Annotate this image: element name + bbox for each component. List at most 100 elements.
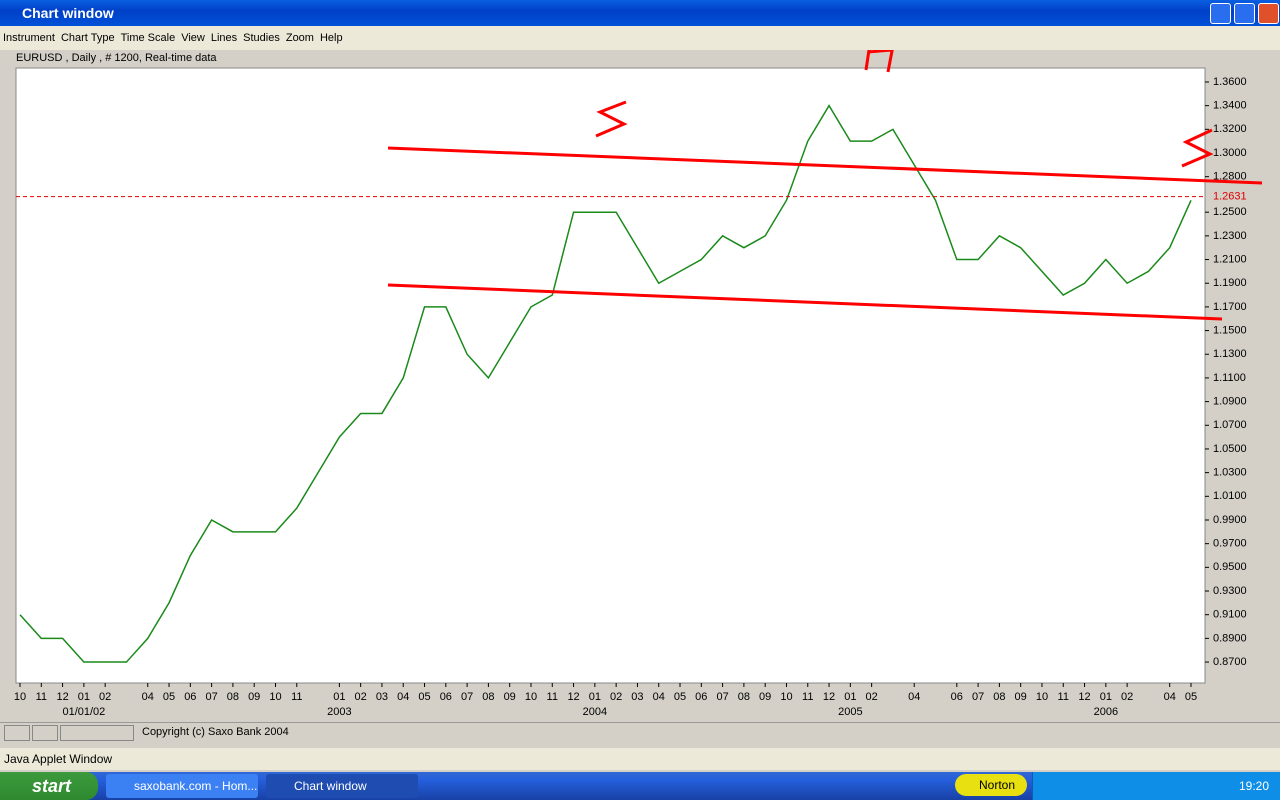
y-tick-label: 0.9700 — [1213, 538, 1247, 550]
taskbar: start saxobank.com - Hom... Chart window … — [0, 772, 1280, 800]
y-tick-label: 1.0300 — [1213, 467, 1247, 479]
x-tick-label: 10 — [525, 691, 537, 703]
x-tick-label: 09 — [248, 691, 260, 703]
x-tick-label: 12 — [823, 691, 835, 703]
y-tick-label: 1.1500 — [1213, 324, 1247, 336]
y-tick-label: 1.1900 — [1213, 277, 1247, 289]
plot-area — [15, 67, 1206, 684]
y-tick-label: 0.9300 — [1213, 585, 1247, 597]
tool-button[interactable] — [32, 725, 58, 741]
x-tick-label: 10 — [269, 691, 281, 703]
x-tick-label: 06 — [440, 691, 452, 703]
trend-line — [387, 146, 1263, 185]
title-bar: Chart window — [0, 0, 1280, 26]
menu-item[interactable]: Instrument — [3, 32, 55, 44]
x-tick-label: 11 — [1058, 691, 1069, 703]
x-tick-label: 08 — [482, 691, 494, 703]
x-group-label: 2005 — [838, 706, 862, 718]
menu-item[interactable]: View — [181, 32, 205, 44]
shoulder-mark — [595, 100, 628, 138]
x-group-label: 2003 — [327, 706, 351, 718]
x-tick-label: 01 — [589, 691, 601, 703]
x-tick-label: 12 — [56, 691, 68, 703]
x-tick-label: 12 — [567, 691, 579, 703]
tool-button[interactable] — [4, 725, 30, 741]
x-tick-label: 06 — [695, 691, 707, 703]
x-tick-label: 10 — [780, 691, 792, 703]
menu-item[interactable]: Studies — [243, 32, 280, 44]
task-button[interactable]: saxobank.com - Hom... — [106, 774, 258, 798]
y-tick-label: 1.0500 — [1213, 443, 1247, 455]
x-tick-label: 01 — [1100, 691, 1112, 703]
x-tick-label: 11 — [36, 691, 47, 703]
x-tick-label: 04 — [142, 691, 154, 703]
x-tick-label: 04 — [653, 691, 665, 703]
x-tick-label: 02 — [610, 691, 622, 703]
y-tick-label: 0.9500 — [1213, 561, 1247, 573]
x-tick-label: 07 — [461, 691, 473, 703]
y-tick-label: 1.1300 — [1213, 348, 1247, 360]
x-tick-label: 05 — [418, 691, 430, 703]
status-text: Java Applet Window — [4, 752, 113, 766]
head-mark — [864, 50, 894, 73]
close-button[interactable] — [1258, 3, 1279, 24]
x-tick-label: 02 — [355, 691, 367, 703]
x-tick-label: 05 — [674, 691, 686, 703]
x-tick-label: 07 — [972, 691, 984, 703]
x-tick-label: 05 — [163, 691, 175, 703]
x-group-label: 01/01/02 — [62, 706, 105, 718]
x-tick-label: 06 — [951, 691, 963, 703]
chart: 0.8700 0.8900 0.9100 0.9300 0.9500 0.9700 0.99… — [14, 50, 1263, 718]
x-tick-label: 09 — [504, 691, 516, 703]
x-tick-label: 12 — [1078, 691, 1090, 703]
y-tick-label: 1.2100 — [1213, 253, 1247, 265]
x-tick-label: 04 — [908, 691, 920, 703]
x-tick-label: 02 — [1121, 691, 1133, 703]
x-tick-label: 04 — [1164, 691, 1176, 703]
scrollbar[interactable] — [60, 725, 134, 741]
menu-item[interactable]: Time Scale — [120, 32, 176, 44]
task-button[interactable]: Chart window — [266, 774, 418, 798]
minimize-button[interactable] — [1210, 3, 1231, 24]
copyright: Copyright (c) Saxo Bank 2004 — [142, 726, 289, 738]
x-tick-label: 03 — [631, 691, 643, 703]
trend-line — [387, 283, 1223, 321]
maximize-button[interactable] — [1234, 3, 1255, 24]
y-tick-label: 0.8900 — [1213, 632, 1247, 644]
scroll-strip: Copyright (c) Saxo Bank 2004 — [0, 722, 1280, 743]
y-tick-label: 1.2800 — [1213, 171, 1247, 183]
x-tick-label: 01 — [844, 691, 856, 703]
x-tick-label: 05 — [1185, 691, 1197, 703]
x-group-label: 2006 — [1094, 706, 1118, 718]
x-tick-label: 04 — [397, 691, 409, 703]
y-tick-label: 1.1100 — [1213, 372, 1246, 384]
x-tick-label: 03 — [376, 691, 388, 703]
x-tick-label: 01 — [78, 691, 90, 703]
menu-item[interactable]: Lines — [210, 32, 238, 44]
y-tick-label: 0.9100 — [1213, 609, 1247, 621]
x-tick-label: 09 — [1015, 691, 1027, 703]
y-tick-label: 1.0900 — [1213, 396, 1247, 408]
menu-item[interactable]: Zoom — [285, 32, 314, 44]
y-tick-label: 1.3000 — [1213, 147, 1247, 159]
clock: 19:20 — [1239, 779, 1270, 793]
x-tick-label: 02 — [99, 691, 111, 703]
norton-button[interactable]: Norton — [955, 774, 1027, 796]
y-tick-label: 1.1700 — [1213, 301, 1247, 313]
x-tick-label: 01 — [333, 691, 345, 703]
y-tick-label: 1.2300 — [1213, 230, 1247, 242]
x-tick-label: 08 — [738, 691, 750, 703]
y-tick-label: 1.0100 — [1213, 490, 1247, 502]
start-button[interactable]: start — [0, 772, 98, 800]
x-tick-label: 07 — [716, 691, 728, 703]
x-tick-label: 08 — [993, 691, 1005, 703]
x-tick-label: 08 — [227, 691, 239, 703]
price-line — [19, 104, 1192, 663]
last-price-label: 1.2631 — [1213, 191, 1247, 203]
menu-item[interactable]: Chart Type — [60, 32, 115, 44]
x-tick-label: 10 — [1036, 691, 1048, 703]
system-tray: Norton 19:20 — [955, 772, 1280, 800]
x-tick-label: 10 — [14, 691, 26, 703]
menu-item[interactable]: Help — [319, 32, 343, 44]
